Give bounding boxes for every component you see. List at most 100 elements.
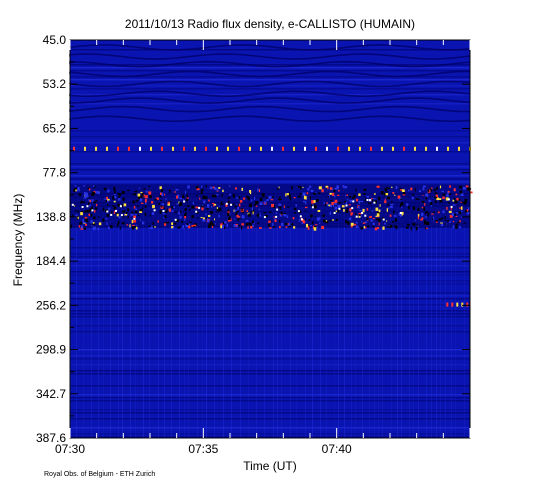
emission-pixel: [340, 207, 343, 210]
emission-pixel: [83, 192, 87, 196]
emission-pixel: [129, 224, 131, 228]
emission-pixel: [191, 205, 195, 209]
emission-pixel: [279, 198, 282, 200]
emission-pixel: [289, 223, 292, 226]
emission-pixel: [329, 211, 332, 215]
emission-pixel: [272, 195, 274, 198]
texture-streak: [70, 427, 470, 429]
texture-streak: [70, 313, 470, 315]
emission-pixel: [124, 213, 128, 216]
emission-pixel: [184, 216, 187, 219]
emission-pixel: [148, 227, 151, 229]
emission-pixel: [113, 206, 117, 210]
emission-pixel: [151, 226, 155, 228]
emission-pixel: [448, 193, 451, 195]
emission-pixel: [185, 190, 186, 195]
texture-column: [83, 207, 84, 438]
emission-pixel: [446, 220, 450, 222]
emission-pixel: [279, 225, 281, 229]
emission-pixel: [391, 186, 393, 189]
emission-pixel: [161, 203, 165, 206]
emission-pixel: [303, 195, 306, 200]
emission-pixel: [139, 208, 143, 212]
texture-column: [158, 207, 159, 438]
texture-streak: [70, 394, 470, 396]
emission-hotspot: [351, 207, 354, 210]
emission-pixel: [227, 200, 230, 204]
texture-column: [171, 207, 172, 438]
emission-pixel: [173, 223, 177, 225]
emission-pixel: [398, 213, 401, 216]
credit-text: Royal Obs. of Belgium - ETH Zurich: [44, 471, 155, 478]
emission-pixel: [206, 208, 209, 210]
emission-pixel: [113, 210, 116, 214]
emission-pixel: [189, 221, 192, 224]
spike-mark: [359, 146, 361, 151]
emission-pixel: [362, 208, 365, 213]
emission-pixel: [121, 204, 123, 208]
emission-pixel: [82, 219, 84, 223]
emission-pixel: [397, 195, 401, 199]
emission-pixel: [95, 191, 99, 194]
y-tick-label: 387.6: [36, 431, 66, 445]
emission-pixel: [123, 203, 127, 207]
emission-pixel: [468, 207, 471, 211]
spike-mark: [466, 302, 469, 307]
texture-column: [184, 207, 185, 438]
emission-pixel: [139, 198, 143, 202]
emission-pixel: [105, 199, 107, 203]
emission-pixel: [186, 194, 188, 198]
emission-pixel: [376, 185, 380, 188]
emission-pixel: [376, 213, 380, 217]
emission-pixel: [410, 187, 413, 191]
emission-pixel: [385, 193, 389, 196]
emission-pixel: [366, 195, 369, 198]
emission-pixel: [252, 211, 254, 215]
emission-pixel: [434, 200, 437, 203]
emission-pixel: [112, 196, 115, 200]
emission-pixel: [430, 202, 433, 205]
y-axis-label: Frequency (MHz): [11, 194, 25, 287]
emission-pixel: [372, 222, 375, 226]
emission-pixel: [257, 213, 260, 217]
emission-pixel: [370, 219, 373, 222]
emission-pixel: [237, 216, 241, 218]
emission-pixel: [355, 188, 357, 192]
emission-pixel: [261, 193, 265, 197]
texture-column: [143, 207, 144, 438]
emission-pixel: [259, 215, 262, 217]
texture-streak: [70, 241, 470, 243]
emission-pixel: [366, 225, 369, 228]
emission-pixel: [411, 196, 414, 200]
emission-pixel: [286, 215, 289, 219]
emission-pixel: [337, 205, 341, 209]
emission-pixel: [426, 221, 430, 225]
texture-streak: [70, 169, 470, 171]
emission-pixel: [135, 208, 138, 211]
emission-pixel: [334, 187, 337, 190]
texture-streak: [70, 127, 470, 129]
texture-streak: [70, 364, 470, 366]
emission-pixel: [372, 218, 375, 220]
emission-pixel: [139, 210, 143, 213]
emission-pixel: [81, 225, 83, 229]
emission-pixel: [271, 203, 274, 208]
emission-pixel: [193, 224, 197, 227]
emission-hotspot: [333, 212, 336, 214]
emission-pixel: [316, 226, 318, 229]
emission-pixel: [182, 196, 185, 199]
texture-column: [397, 207, 398, 438]
texture-streak: [70, 307, 470, 309]
emission-pixel: [141, 192, 144, 195]
texture-column: [378, 207, 379, 438]
emission-pixel: [329, 200, 333, 202]
emission-pixel: [423, 207, 426, 211]
emission-pixel: [248, 203, 252, 208]
emission-pixel: [355, 221, 358, 224]
emission-pixel: [91, 193, 94, 196]
emission-pixel: [202, 219, 205, 222]
spike-mark: [348, 146, 350, 151]
emission-pixel: [178, 211, 180, 215]
emission-pixel: [302, 220, 306, 224]
emission-pixel: [93, 201, 96, 204]
